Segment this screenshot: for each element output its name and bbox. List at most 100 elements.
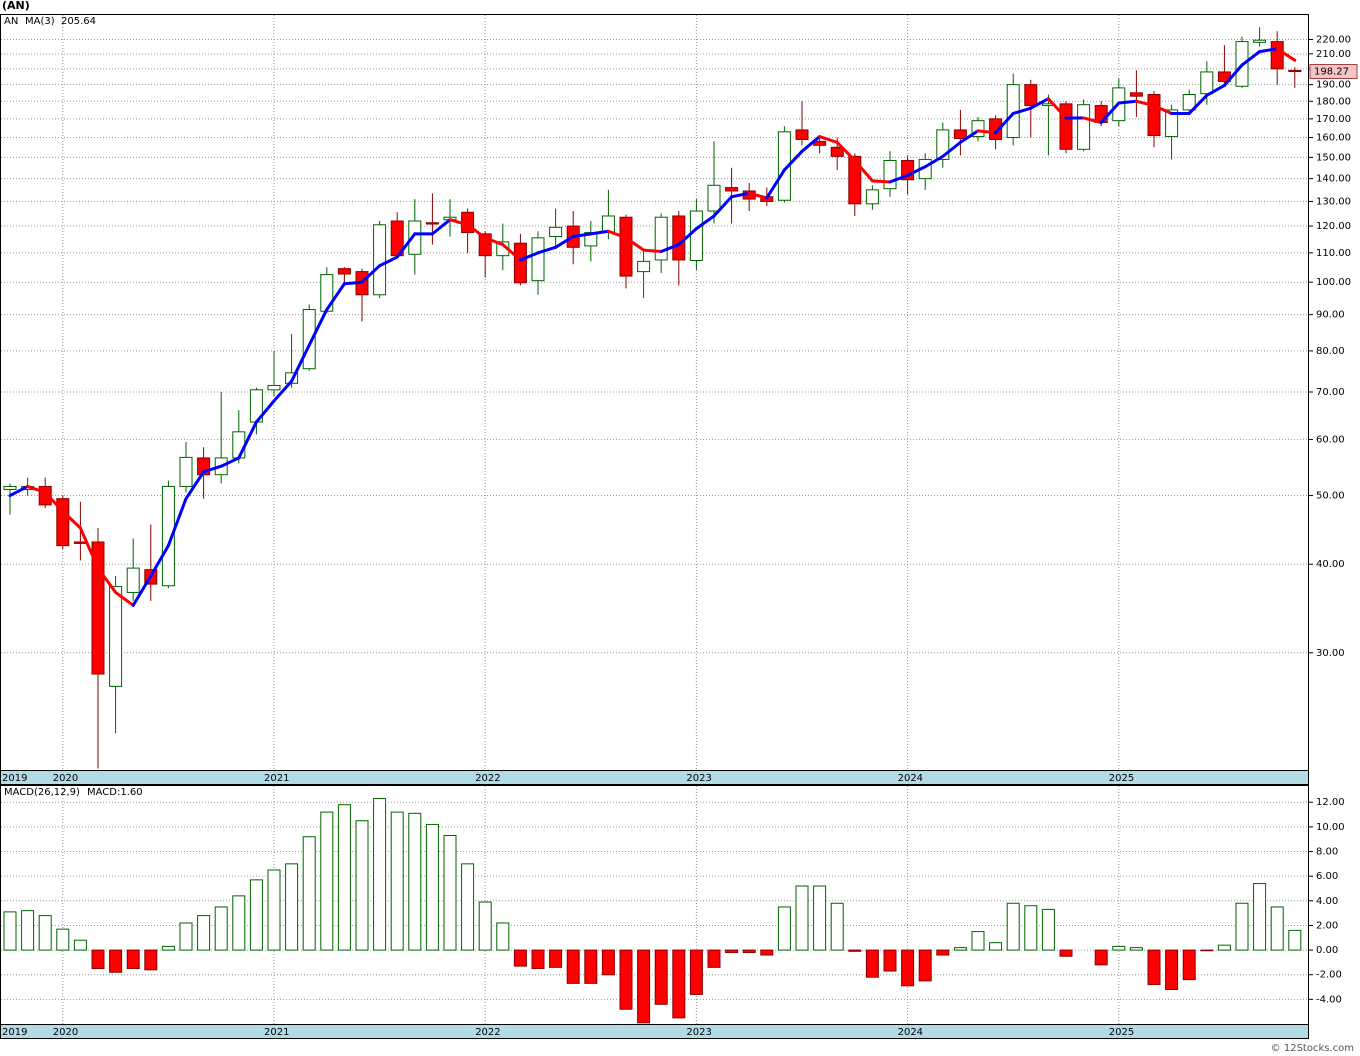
- ma-line: [501, 243, 522, 262]
- bar: [56, 928, 70, 951]
- bar: [21, 910, 35, 951]
- ma-line: [941, 140, 962, 158]
- bar: [478, 901, 492, 951]
- bar: [918, 949, 932, 982]
- candle-body: [1059, 103, 1073, 150]
- candle-body: [425, 222, 439, 225]
- price-panel: [0, 14, 1309, 785]
- candle-body: [865, 189, 879, 205]
- ma-line: [43, 490, 65, 513]
- ma-line: [342, 280, 364, 286]
- bar: [285, 863, 299, 951]
- ma-line: [219, 456, 241, 468]
- bar: [1200, 949, 1214, 952]
- candle-body: [161, 485, 175, 587]
- ma-line: [1152, 104, 1174, 115]
- y-tick-label: 80.00: [1316, 346, 1345, 357]
- ma-line: [1046, 97, 1068, 120]
- ma-line: [677, 227, 698, 247]
- bar: [232, 895, 246, 951]
- ma-line: [606, 229, 628, 240]
- year-band: [0, 1024, 1309, 1039]
- bar: [373, 798, 387, 951]
- y-tick-label: 160.00: [1316, 133, 1351, 144]
- bar: [1041, 908, 1055, 951]
- candle-body: [989, 118, 1003, 140]
- candle-body: [179, 456, 193, 487]
- ma-line: [870, 179, 892, 184]
- footer: © 12Stocks.com: [1271, 1043, 1354, 1054]
- bar: [320, 811, 334, 951]
- last-price-box: [1309, 64, 1358, 80]
- plot: 220.00210.00200.00190.00180.00170.00160.…: [1, 15, 1358, 1038]
- candle-body: [830, 146, 844, 157]
- bar: [584, 949, 598, 984]
- y-tick-label: 0.00: [1316, 945, 1338, 956]
- bar: [566, 949, 580, 984]
- candle-body: [883, 159, 897, 190]
- ma-line: [378, 255, 399, 268]
- ma-line: [923, 154, 945, 169]
- ma-line: [888, 173, 910, 184]
- ma-line: [659, 243, 681, 253]
- candle-body: [56, 498, 70, 547]
- bar: [1147, 949, 1161, 986]
- bar: [760, 949, 774, 956]
- candle-body: [3, 485, 17, 490]
- bar: [443, 835, 457, 951]
- ma-line: [131, 574, 153, 607]
- bar: [1253, 883, 1267, 951]
- ma-line: [237, 420, 258, 460]
- ma-line: [78, 526, 100, 570]
- x-tick-label: 2022: [475, 1027, 500, 1038]
- bar: [1288, 929, 1302, 951]
- bar: [73, 939, 87, 951]
- bar: [1165, 949, 1179, 991]
- ma-line: [554, 235, 575, 249]
- ma-line: [114, 590, 135, 607]
- candle-body: [373, 224, 387, 296]
- x-tick-label: 2023: [686, 1027, 711, 1038]
- ma-line: [747, 191, 769, 200]
- bar: [1059, 949, 1073, 957]
- candle-body: [1200, 71, 1214, 95]
- candle-body: [126, 567, 140, 593]
- legend-ma: MA(3): [25, 16, 55, 27]
- bar: [425, 823, 439, 951]
- candle-body: [549, 226, 563, 238]
- x-tick-label: 2024: [898, 773, 923, 784]
- bar: [901, 949, 915, 987]
- ma-line: [149, 544, 170, 578]
- y-tick-label: 120.00: [1316, 221, 1351, 232]
- bar: [302, 836, 316, 951]
- ma-line: [272, 379, 294, 403]
- bar: [355, 820, 369, 951]
- bar: [3, 911, 17, 951]
- y-tick-label: -4.00: [1316, 994, 1342, 1005]
- x-tick-label: 2021: [264, 1027, 289, 1038]
- y-tick-label: 190.00: [1316, 80, 1351, 91]
- ma-line: [976, 129, 998, 135]
- ma-line: [202, 464, 223, 474]
- bar: [126, 949, 140, 970]
- ma-line: [730, 191, 751, 199]
- bar: [830, 902, 844, 951]
- candle-body: [953, 129, 967, 139]
- bar: [707, 949, 721, 968]
- bar: [1112, 945, 1126, 951]
- legend-symbol: AN: [4, 16, 18, 27]
- bar: [91, 949, 105, 970]
- bar: [1270, 906, 1284, 951]
- candle-body: [777, 131, 791, 201]
- candle-body: [654, 216, 668, 261]
- y-tick-label: 4.00: [1316, 896, 1338, 907]
- candle-body: [1288, 69, 1302, 73]
- x-tick-label: 2022: [475, 773, 500, 784]
- y-tick-label: 10.00: [1316, 822, 1345, 833]
- ma-line: [96, 566, 118, 594]
- bar: [461, 863, 475, 951]
- ma-line: [994, 111, 1015, 135]
- ma-line: [712, 195, 734, 218]
- ma-line: [782, 149, 804, 172]
